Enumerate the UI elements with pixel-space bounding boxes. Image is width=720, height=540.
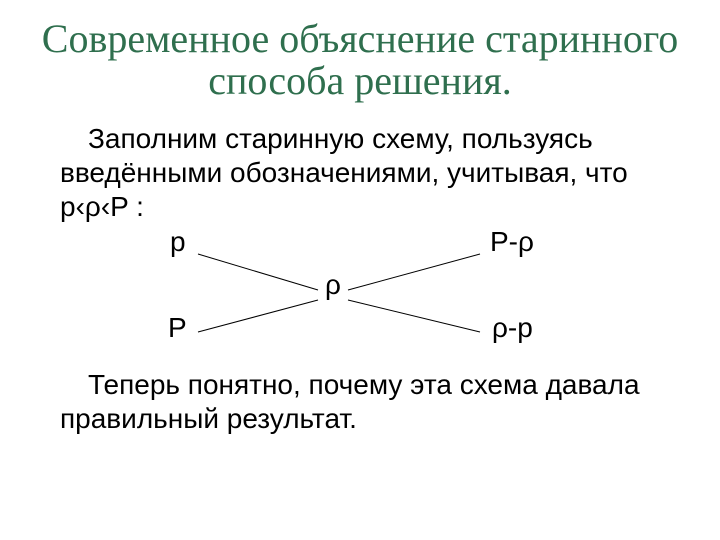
conclusion-paragraph: Теперь понятно, почему эта схема давала …: [60, 368, 650, 436]
diagram-edge: [348, 254, 480, 290]
mixing-diagram: p Pρ P-ρ ρ-p: [130, 228, 590, 368]
diagram-node-rho: ρ: [325, 269, 341, 301]
diagram-edge: [348, 300, 480, 332]
diagram-node-rhop: ρ-p: [492, 312, 533, 344]
intro-paragraph: Заполним старинную схему, пользуясь введ…: [60, 122, 650, 224]
slide-title: Современное объяснение старинного способ…: [0, 18, 720, 102]
diagram-node-P: P: [168, 312, 187, 344]
diagram-edge: [198, 300, 318, 332]
title-line-1: Современное объяснение старинного: [42, 16, 678, 61]
slide: Современное объяснение старинного способ…: [0, 0, 720, 540]
diagram-node-p: p: [170, 226, 186, 258]
title-line-2: способа решения.: [208, 58, 512, 103]
diagram-node-Prho: P-ρ: [490, 226, 534, 258]
diagram-edge: [198, 254, 318, 290]
